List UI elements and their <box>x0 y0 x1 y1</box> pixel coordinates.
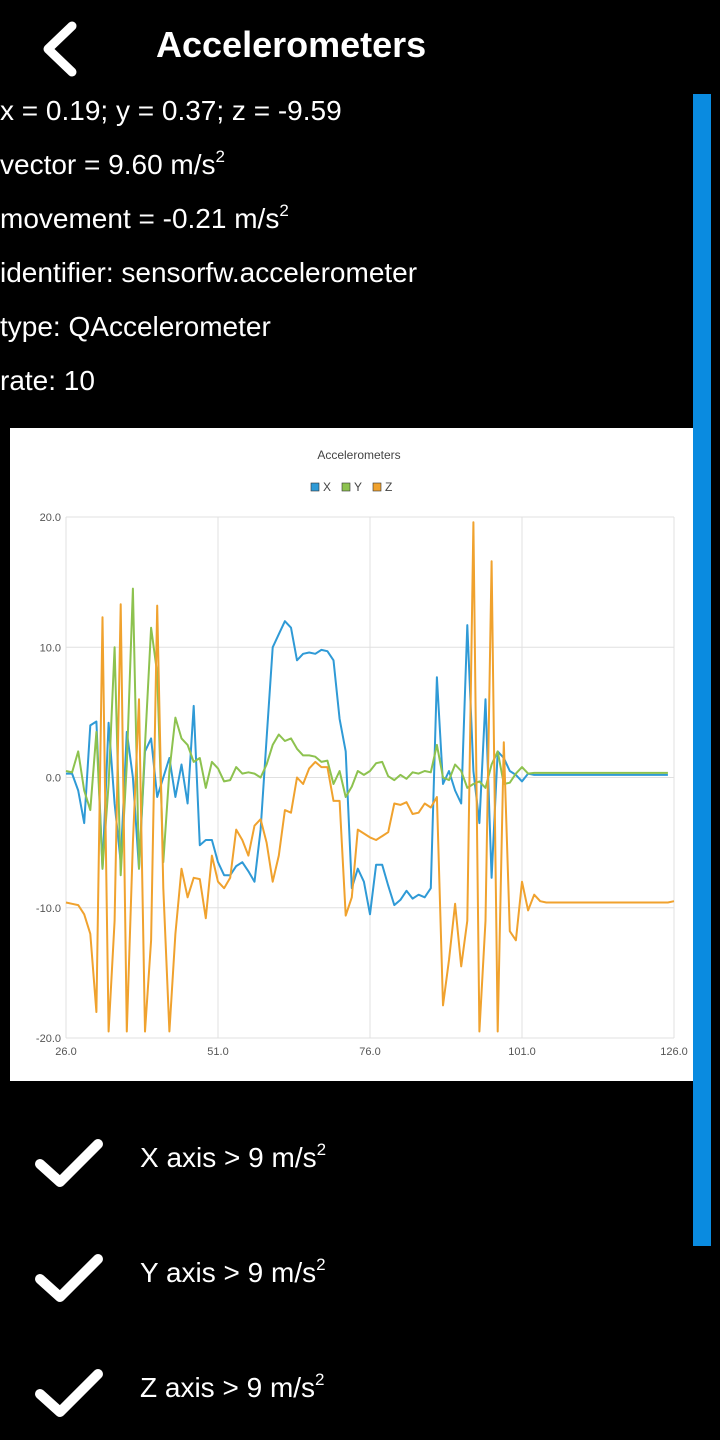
y-tick-label: 10.0 <box>40 642 61 654</box>
series-line-z <box>65 521 675 1033</box>
y-tick-label: -20.0 <box>36 1033 61 1045</box>
legend-swatch-z <box>372 482 382 492</box>
y-tick-label: 0.0 <box>46 773 61 785</box>
movement-unit-exponent: 2 <box>279 201 289 220</box>
check-y-label: Y axis > 9 m/s2 <box>140 1245 326 1301</box>
check-x-axis[interactable]: X axis > 9 m/s2 <box>0 1130 690 1210</box>
legend-label-x: X <box>323 480 331 494</box>
checkmark-icon <box>35 1369 103 1417</box>
vector-unit-exponent: 2 <box>215 147 226 166</box>
check-y-exponent: 2 <box>316 1255 326 1274</box>
x-tick-label: 26.0 <box>55 1046 76 1058</box>
page-title: Accelerometers <box>156 24 427 65</box>
movement-text: movement = -0.21 m/s <box>0 203 280 234</box>
vector-readout: vector = 9.60 m/s2 <box>0 138 680 192</box>
y-tick-label: -10.0 <box>36 903 61 915</box>
type-readout: type: QAccelerometer <box>0 311 271 342</box>
check-z-label: Z axis > 9 m/s2 <box>140 1360 325 1416</box>
chart-title: Accelerometers <box>317 448 400 462</box>
y-tick-label: 20.0 <box>40 512 61 524</box>
check-z-exponent: 2 <box>315 1370 325 1389</box>
check-y-text: Y axis > 9 m/s <box>140 1257 317 1288</box>
series-line-x <box>66 620 668 916</box>
x-tick-label: 126.0 <box>660 1046 688 1058</box>
x-tick-label: 51.0 <box>207 1046 228 1058</box>
check-z-text: Z axis > 9 m/s <box>140 1372 316 1403</box>
check-z-axis[interactable]: Z axis > 9 m/s2 <box>0 1360 690 1440</box>
check-x-exponent: 2 <box>316 1140 327 1159</box>
check-x-label: X axis > 9 m/s2 <box>140 1130 326 1186</box>
checkmark-icon <box>35 1139 103 1187</box>
series-line-y <box>65 587 668 877</box>
x-tick-label: 101.0 <box>508 1046 536 1058</box>
legend-swatch-y <box>341 482 351 492</box>
legend-label-y: Y <box>354 480 362 494</box>
legend-swatch-x <box>310 482 320 492</box>
sensor-info: x = 0.19; y = 0.37; z = -9.59 vector = 9… <box>0 84 680 408</box>
legend-label-z: Z <box>385 480 392 494</box>
xyz-readout: x = 0.19; y = 0.37; z = -9.59 <box>0 95 342 126</box>
chevron-left-icon <box>43 21 77 77</box>
page-header: Accelerometers <box>0 0 720 94</box>
back-button[interactable] <box>36 18 92 80</box>
vector-text: vector = 9.60 m/s <box>0 149 216 180</box>
scrollbar[interactable] <box>693 94 711 1246</box>
check-x-text: X axis > 9 m/s <box>140 1142 317 1173</box>
rate-readout: rate: 10 <box>0 365 95 396</box>
x-tick-label: 76.0 <box>359 1046 380 1058</box>
movement-readout: movement = -0.21 m/s2 <box>0 192 680 246</box>
chart-svg: Accelerometers X Y Z 26.0 51.0 76.0 101.0 126.0 2… <box>36 448 688 1058</box>
checkmark-icon <box>35 1254 103 1302</box>
check-y-axis[interactable]: Y axis > 9 m/s2 <box>0 1245 690 1325</box>
identifier-readout: identifier: sensorfw.accelerometer <box>0 257 418 288</box>
accelerometer-chart: Accelerometers X Y Z 26.0 51.0 76.0 101.0 126.0 2… <box>10 428 693 1081</box>
